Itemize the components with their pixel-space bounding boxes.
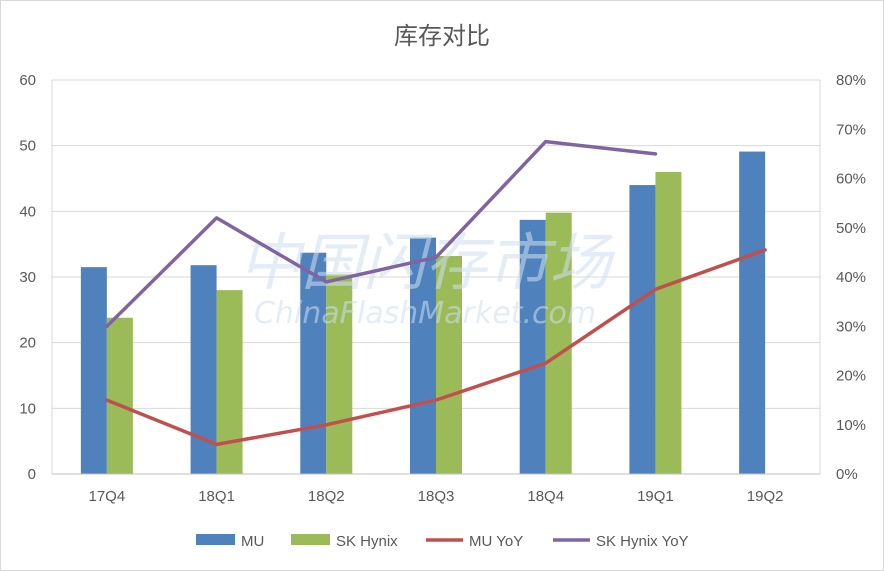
axes: 0 10 20 30 40 50 60 0% 10% 20% 30% 40% 50% 60% 70% 80% 1… [19, 72, 866, 505]
y-left-tick-label: 50 [19, 138, 36, 155]
bar-mu [300, 252, 327, 474]
y-right-tick-label: 80% [836, 72, 866, 89]
legend-label-mu: MU [241, 533, 264, 550]
legend-label-mu-yoy: MU YoY [469, 533, 523, 550]
legend-label-sk-hynix: SK Hynix [336, 533, 398, 550]
x-tick-label: 19Q2 [747, 488, 784, 505]
watermark: 中国闪存市场 ChinaFlashMarket.com [239, 226, 616, 331]
bar-mu [629, 185, 656, 475]
bar-mu [80, 267, 107, 474]
y-right-tick-label: 60% [836, 171, 866, 188]
bar-sk-hynix [545, 212, 572, 474]
y-left-tick-label: 40 [19, 203, 36, 220]
y-right-tick-label: 40% [836, 269, 866, 286]
gridlines [52, 79, 820, 409]
legend-swatch-mu [196, 534, 235, 545]
x-tick-label: 19Q1 [637, 488, 674, 505]
bar-sk-hynix [216, 290, 243, 474]
watermark-en: ChinaFlashMarket.com [254, 296, 596, 331]
bar-sk-hynix [655, 171, 682, 474]
bar-sk-hynix [436, 255, 462, 474]
lines [105, 139, 767, 447]
bars [80, 151, 766, 475]
chart-title: 库存对比 [394, 22, 490, 50]
bar-mu [519, 219, 546, 474]
y-right-tick-label: 0% [836, 466, 858, 483]
legend-label-sk-hynix-yoy: SK Hynix YoY [596, 533, 689, 550]
bar-sk-hynix [106, 317, 133, 474]
y-left-tick-label: 60 [19, 72, 36, 89]
y-left-tick-label: 10 [19, 400, 36, 417]
x-tick-label: 18Q3 [418, 488, 455, 505]
y-right-tick-label: 30% [836, 318, 866, 335]
watermark-cn: 中国闪存市场 [239, 226, 616, 299]
x-tick-label: 18Q2 [308, 488, 345, 505]
bar-sk-hynix [326, 274, 353, 474]
y-left-tick-label: 30 [19, 269, 36, 286]
y-right-tick-label: 20% [836, 368, 866, 385]
line-sk-hynix-yoy [105, 139, 658, 329]
y-right-tick-label: 10% [836, 417, 866, 434]
y-left-tick-label: 20 [19, 335, 36, 352]
x-tick-label: 17Q4 [89, 488, 126, 505]
bar-mu [410, 237, 436, 474]
legend-swatch-sk-hynix [291, 534, 330, 545]
x-tick-label: 18Q1 [198, 488, 235, 505]
y-right-tick-label: 50% [836, 220, 866, 237]
y-left-tick-label: 0 [28, 466, 36, 483]
legend: MU SK Hynix MU YoY SK Hynix YoY [196, 533, 689, 550]
y-right-tick-label: 70% [836, 121, 866, 138]
line-mu-yoy [105, 248, 767, 447]
x-tick-label: 18Q4 [527, 488, 564, 505]
bar-mu [739, 151, 766, 474]
